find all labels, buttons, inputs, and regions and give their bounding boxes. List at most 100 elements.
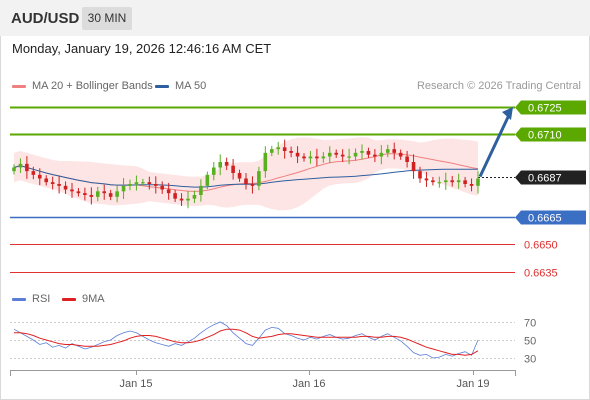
- x-tick-label-Jan-16: Jan 16: [292, 378, 325, 390]
- research-credit: Research © 2026 Trading Central: [416, 80, 581, 92]
- candle-body: [25, 163, 29, 172]
- candle-body: [134, 182, 139, 184]
- rsi-9ma-line: [14, 328, 479, 356]
- level-tag-0.6687: [515, 170, 586, 185]
- x-tick-label-Jan-19: Jan 19: [456, 378, 489, 390]
- ma9-swatch: [62, 297, 76, 301]
- candle-body: [128, 184, 132, 186]
- legend-ma20: MA 20 + Bollinger Bands: [12, 80, 153, 92]
- candle-body: [360, 151, 364, 153]
- candle-body: [392, 149, 397, 153]
- candle-body: [70, 189, 74, 192]
- candle-body: [431, 180, 435, 183]
- level-tag-0.6725: [515, 100, 586, 115]
- candle-body: [398, 152, 403, 157]
- candle-body: [37, 174, 42, 179]
- level-label-0.6650: 0.6650: [524, 240, 558, 252]
- x-tick-label-Jan-15: Jan 15: [119, 378, 152, 390]
- candle-body: [250, 184, 255, 186]
- candle-body: [295, 152, 300, 157]
- candle-body: [173, 193, 177, 199]
- candle-body: [353, 152, 358, 157]
- candle-body: [231, 165, 235, 173]
- candle-body: [218, 162, 223, 168]
- candle-body: [327, 152, 332, 157]
- symbol-title: AUD/USD: [11, 10, 80, 27]
- candle-body: [160, 185, 165, 190]
- rsi-line: [13, 321, 479, 359]
- level-label-0.6687: 0.6687: [528, 173, 562, 185]
- rsi-tick-label-50: 50: [524, 336, 536, 348]
- candle-body: [418, 171, 422, 179]
- candle-body: [476, 178, 480, 186]
- candle-body: [373, 154, 377, 157]
- candle-body: [289, 151, 293, 153]
- legend-ma50: MA 50: [155, 80, 206, 92]
- level-label-0.6665: 0.6665: [528, 213, 562, 225]
- candle-body: [57, 184, 61, 186]
- candle-body: [141, 182, 145, 184]
- candle-body: [31, 171, 36, 175]
- candle-body: [244, 178, 248, 184]
- candle-body: [121, 185, 126, 192]
- candle-body: [108, 193, 113, 197]
- candle-body: [211, 167, 216, 175]
- candle-body: [224, 162, 229, 166]
- candle-body: [147, 182, 152, 184]
- candle-body: [186, 198, 190, 201]
- rsi-tick-label-30: 30: [524, 354, 536, 366]
- candle-body: [257, 171, 261, 186]
- candle-body: [308, 156, 313, 159]
- candle-body: [315, 156, 319, 159]
- candle-body: [83, 193, 87, 195]
- projection-arrow-head: [502, 107, 513, 120]
- ma50-swatch: [155, 84, 169, 88]
- candle-body: [237, 173, 242, 179]
- candle-body: [63, 185, 68, 190]
- candle-body: [340, 154, 345, 157]
- candle-body: [450, 180, 455, 183]
- candle-body: [50, 182, 55, 184]
- legend-ma50-label: MA 50: [175, 80, 207, 92]
- level-label-0.6725: 0.6725: [528, 103, 562, 115]
- candle-body: [166, 189, 171, 194]
- legend-9ma: 9MA: [62, 293, 105, 305]
- legend-rsi-label: RSI: [32, 293, 51, 305]
- candle-body: [205, 174, 210, 186]
- ma20-swatch: [12, 84, 26, 88]
- candle-body: [102, 191, 107, 194]
- candle-body: [469, 184, 474, 186]
- timeframe-badge[interactable]: 30 MIN: [82, 7, 132, 30]
- legend-rsi: RSI: [12, 293, 50, 305]
- candle-body: [443, 180, 448, 183]
- candle-body: [366, 151, 371, 155]
- candle-body: [115, 191, 119, 197]
- candle-body: [44, 178, 49, 183]
- level-tag-0.6665: [515, 210, 586, 225]
- candle-body: [379, 152, 384, 157]
- candle-body: [192, 195, 197, 199]
- rsi-swatch: [12, 297, 26, 301]
- candle-body: [334, 152, 339, 155]
- candle-body: [282, 147, 287, 151]
- candle-body: [456, 180, 461, 183]
- candle-body: [437, 182, 442, 184]
- candle-body: [269, 149, 274, 153]
- legend-ma20-label: MA 20 + Bollinger Bands: [32, 80, 153, 92]
- chart-header: AUD/USD 30 MIN: [0, 0, 590, 36]
- candle-body: [463, 180, 467, 184]
- candle-body: [385, 149, 390, 153]
- candle-body: [179, 198, 184, 201]
- level-label-0.6710: 0.6710: [528, 130, 562, 142]
- candle-body: [411, 162, 416, 172]
- candle-body: [302, 156, 306, 159]
- candle-body: [263, 152, 268, 172]
- candle-body: [276, 147, 281, 150]
- candle-body: [199, 185, 203, 195]
- candle-body: [347, 156, 351, 158]
- candle-body: [153, 184, 158, 186]
- candle-body: [424, 178, 429, 181]
- candle-body: [12, 167, 16, 172]
- legend-9ma-label: 9MA: [82, 293, 105, 305]
